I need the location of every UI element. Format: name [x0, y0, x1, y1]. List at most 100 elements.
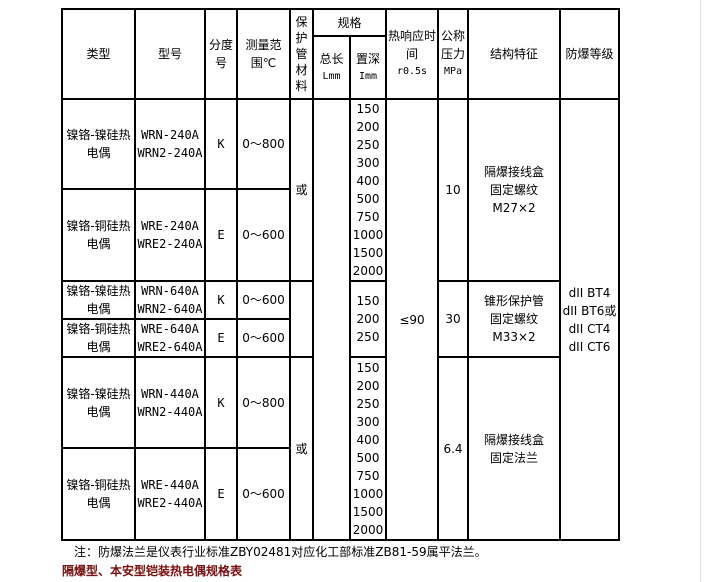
structure-line: 锥形保护管 [483, 294, 544, 308]
range-cell: 0～600 [236, 318, 291, 358]
pressure-cell: 10 [437, 98, 469, 282]
depth-value: 200 [356, 312, 380, 326]
depth-value: 500 [356, 192, 380, 206]
header-response-label: 热响应时间 [387, 29, 436, 61]
header-total-length-label: 总长 [319, 51, 344, 66]
model: WRE2-640A [137, 340, 203, 354]
graduation-cell: E [204, 188, 238, 282]
graduation-cell: K [204, 280, 238, 320]
structure-line: 固定螺纹M33×2 [489, 312, 538, 344]
range-cell: 0～600 [236, 280, 291, 320]
depth-value: 150 [356, 102, 380, 116]
type-cell: 镍铬-镍硅热电偶 [61, 356, 136, 449]
table-row: 镍铬-铜硅热电偶 WRE-640A WRE2-640A E 0～600 [61, 318, 619, 358]
depth-value: 150 [356, 294, 380, 308]
header-graduation: 分度号 [204, 8, 238, 100]
model: WRN2-440A [137, 404, 203, 419]
page-edge [700, 0, 701, 582]
depth-cell: 150 200 250 300 400 500 750 1000 1500 2000 [349, 98, 387, 282]
header-spec: 规格 [312, 8, 387, 37]
structure-cell: 隔爆接线盒 固定法兰 [467, 356, 561, 541]
range-cell: 0～800 [236, 356, 291, 449]
depth-value: 400 [356, 432, 380, 447]
header-insert-depth-unit: Imm [358, 70, 378, 82]
model: WRE2-240A [137, 237, 203, 251]
material-cell: 或 [289, 356, 314, 541]
type-cell: 镍铬-铜硅热电偶 [61, 318, 136, 358]
grade: dII BT4 [568, 285, 611, 300]
graduation-cell: K [204, 356, 238, 449]
grade: dII BT6或 [562, 303, 617, 318]
structure-line: 固定螺纹M27×2 [489, 183, 538, 215]
header-structure: 结构特征 [467, 8, 561, 100]
range-cell: 0～600 [236, 447, 291, 541]
type-cell: 镍铬-镍硅热电偶 [61, 280, 136, 320]
structure-line: 隔爆接线盒 [483, 432, 544, 447]
depth-value: 250 [356, 138, 380, 152]
header-model: 型号 [134, 8, 206, 100]
header-total-length-unit: Lmm [322, 70, 341, 82]
material-cell: 或 [289, 98, 314, 282]
header-type: 类型 [61, 8, 136, 100]
depth-value: 250 [356, 330, 380, 344]
model: WRE-240A [141, 219, 199, 233]
header-pressure-label: 公称压力 [440, 29, 465, 61]
model: WRE-440A [141, 478, 199, 492]
table-row: 镍铬-铜硅热电偶 WRE-240A WRE2-240A E 0～600 [61, 188, 619, 282]
pressure-cell: 6.4 [437, 356, 469, 541]
range-cell: 0～600 [236, 188, 291, 282]
pressure-cell: 30 [437, 280, 469, 358]
model-cell: WRE-240A WRE2-240A [134, 188, 206, 282]
structure-line: 固定法兰 [489, 450, 538, 465]
structure-cell: 隔爆接线盒固定螺纹M27×2 [467, 98, 561, 282]
depth-value: 2000 [352, 264, 384, 278]
depth-value: 1500 [352, 246, 384, 260]
depth-cell: 150 200 250 [349, 280, 387, 358]
model: WRN-440A [141, 386, 199, 401]
explosion-grade-cell: dII BT4 dII BT6或 dII CT4 dII CT6 [559, 98, 620, 541]
depth-value: 500 [356, 450, 380, 465]
header-insert-depth: 置深 Imm [349, 35, 387, 100]
type-cell: 镍铬-铜硅热电偶 [61, 447, 136, 541]
depth-value: 250 [356, 396, 380, 411]
header-response-unit: r0.5s [396, 66, 428, 77]
graduation-cell: K [204, 98, 238, 190]
depth-value: 1000 [352, 486, 384, 501]
model-cell: WRE-640A WRE2-640A [134, 318, 206, 358]
table-row: 镍铬-铜硅热电偶 WRE-440A WRE2-440A E 0～600 [61, 447, 619, 541]
depth-value: 300 [356, 156, 380, 170]
model: WRN2-240A [137, 146, 203, 160]
graduation-cell: E [204, 447, 238, 541]
depth-value: 1000 [352, 228, 384, 242]
model: WRN-240A [141, 128, 199, 142]
table-caption: 隔爆型、本安型铠装热电偶规格表 [62, 564, 243, 578]
material-cell [289, 280, 314, 358]
model: WRN-640A [141, 284, 199, 298]
depth-value: 300 [356, 414, 380, 429]
total-length-cell [312, 98, 351, 541]
header-total-length: 总长 Lmm [312, 35, 351, 100]
depth-value: 200 [356, 378, 380, 393]
depth-value: 750 [356, 210, 380, 224]
header-explosion-grade: 防爆等级 [559, 8, 620, 100]
model: WRE2-440A [137, 496, 203, 510]
depth-value: 2000 [352, 522, 384, 537]
model-cell: WRN-640A WRN2-640A [134, 280, 206, 320]
model-cell: WRN-440A WRN2-440A [134, 356, 206, 449]
grade: dII CT4 [568, 321, 611, 336]
response-cell: ≤90 [385, 98, 439, 541]
depth-value: 1500 [352, 504, 384, 519]
header-insert-depth-label: 置深 [355, 51, 380, 66]
depth-cell: 150 200 250 300 400 500 750 1000 1500 2000 [349, 356, 387, 541]
header-tube-material: 保护管材料 [289, 8, 314, 100]
model-cell: WRN-240A WRN2-240A [134, 98, 206, 190]
header-response: 热响应时间 r0.5s [385, 8, 439, 100]
model: WRE-640A [141, 322, 199, 336]
graduation-cell: E [204, 318, 238, 358]
header-pressure-unit: MPa [443, 66, 463, 77]
structure-line: 隔爆接线盒 [483, 165, 544, 179]
model: WRN2-640A [137, 302, 203, 316]
table-row: 镍铬-镍硅热电偶 WRN-440A WRN2-440A K 0～800 或 150… [61, 356, 619, 541]
depth-value: 200 [356, 120, 380, 134]
table-row: 镍铬-镍硅热电偶 WRN-240A WRN2-240A K 0～800 或 150… [61, 98, 620, 541]
